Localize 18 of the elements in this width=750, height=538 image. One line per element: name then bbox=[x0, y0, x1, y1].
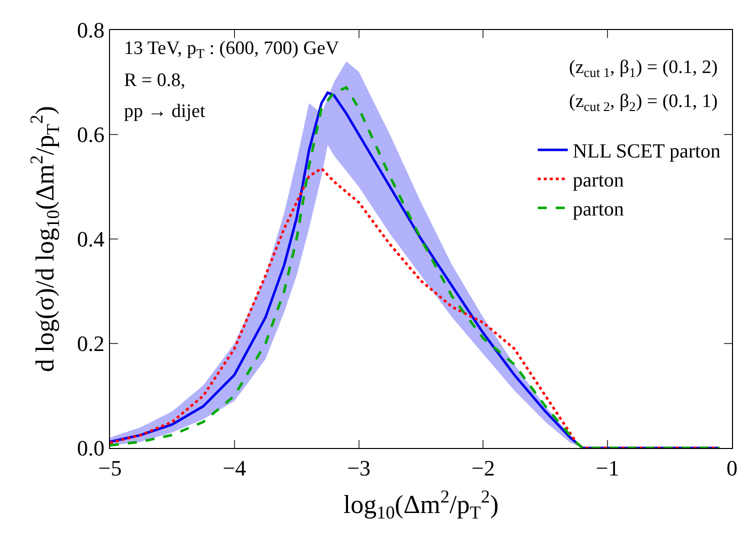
legend-label: parton bbox=[572, 198, 624, 221]
annotation: pp → dijet bbox=[124, 101, 206, 122]
legend-label: parton bbox=[572, 170, 624, 192]
y-tick-label: 0.4 bbox=[77, 226, 104, 252]
annotation: (z$_{cut 1}$, β$_{1}$) = (0.1, 2) bbox=[569, 57, 718, 80]
x-axis-title: log$_{10}$(Δm$^{2}$/p$_{T}$$^{2}$) bbox=[343, 486, 499, 523]
annotation: 13 TeV, p$_{T}$ : (600, 700) GeV bbox=[124, 38, 340, 61]
x-tick-label: −3 bbox=[347, 456, 371, 480]
annotation: R = 0.8, bbox=[124, 70, 186, 91]
x-tick-label: −4 bbox=[222, 456, 246, 480]
x-tick-label: −1 bbox=[596, 456, 620, 480]
y-tick-label: 0.8 bbox=[77, 18, 104, 43]
x-tick-label: 0 bbox=[726, 456, 738, 480]
annotation: (z$_{cut 2}$, β$_{2}$) = (0.1, 1) bbox=[569, 91, 718, 114]
legend-label: NLL SCET parton bbox=[572, 140, 721, 163]
y-tick-label: 0.6 bbox=[77, 122, 104, 148]
x-tick-label: −2 bbox=[471, 456, 495, 480]
y-tick-label: 0.2 bbox=[77, 331, 104, 356]
